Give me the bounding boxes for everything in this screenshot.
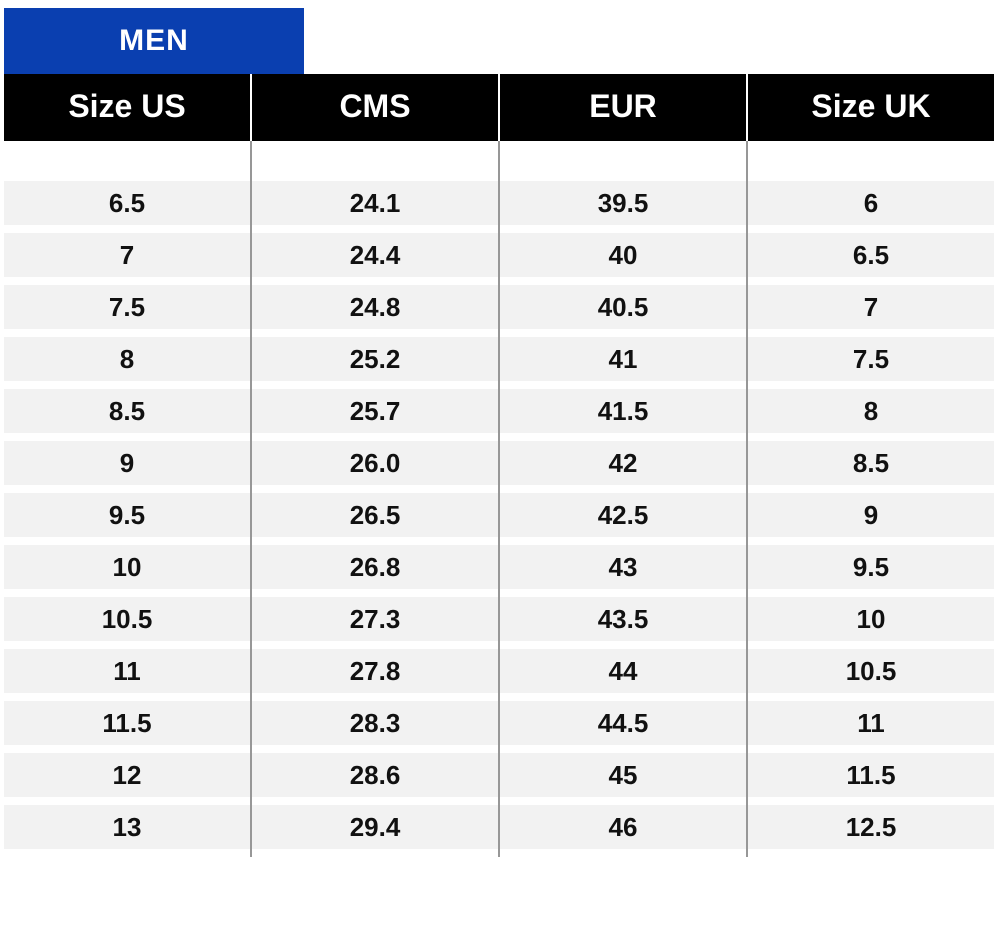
table-cell: 44.5 — [498, 701, 746, 753]
table-row: 11.528.344.511 — [4, 701, 994, 753]
table-cell: 43.5 — [498, 597, 746, 649]
table-cell: 12.5 — [746, 805, 994, 857]
table-cell: 7.5 — [4, 285, 250, 337]
table-cell: 7 — [746, 285, 994, 337]
table-cell: 7 — [4, 233, 250, 285]
table-cell: 24.1 — [250, 181, 498, 233]
table-cell: 11 — [4, 649, 250, 701]
table-cell: 39.5 — [498, 181, 746, 233]
table-cell: 41.5 — [498, 389, 746, 441]
table-cell: 44 — [498, 649, 746, 701]
table-row: 1228.64511.5 — [4, 753, 994, 805]
table-spacer — [4, 141, 994, 181]
table-row: 9.526.542.59 — [4, 493, 994, 545]
table-cell: 40.5 — [498, 285, 746, 337]
table-cell: 6.5 — [746, 233, 994, 285]
table-cell: 28.3 — [250, 701, 498, 753]
table-cell: 26.5 — [250, 493, 498, 545]
table-cell: 10.5 — [746, 649, 994, 701]
table-cell: 6 — [746, 181, 994, 233]
spacer-cell — [4, 141, 250, 181]
table-cell: 12 — [4, 753, 250, 805]
table-row: 6.524.139.56 — [4, 181, 994, 233]
table-cell: 45 — [498, 753, 746, 805]
table-cell: 42 — [498, 441, 746, 493]
table-row: 7.524.840.57 — [4, 285, 994, 337]
table-cell: 11.5 — [4, 701, 250, 753]
table-row: 926.0428.5 — [4, 441, 994, 493]
table-cell: 9.5 — [746, 545, 994, 597]
size-chart: MENSize USCMSEURSize UK6.524.139.56724.4… — [4, 8, 994, 857]
column-header: EUR — [498, 74, 746, 141]
column-header: Size UK — [746, 74, 994, 141]
table-row: 8.525.741.58 — [4, 389, 994, 441]
table-cell: 25.2 — [250, 337, 498, 389]
table-cell: 24.8 — [250, 285, 498, 337]
table-cell: 26.8 — [250, 545, 498, 597]
spacer-cell — [250, 141, 498, 181]
column-header: Size US — [4, 74, 250, 141]
table-row: 1329.44612.5 — [4, 805, 994, 857]
spacer-cell — [498, 141, 746, 181]
table-cell: 6.5 — [4, 181, 250, 233]
table-cell: 28.6 — [250, 753, 498, 805]
table-cell: 9 — [746, 493, 994, 545]
table-row: 1026.8439.5 — [4, 545, 994, 597]
table-cell: 8.5 — [4, 389, 250, 441]
table-cell: 13 — [4, 805, 250, 857]
table-cell: 29.4 — [250, 805, 498, 857]
table-body: 6.524.139.56724.4406.57.524.840.57825.24… — [4, 141, 994, 857]
table-row: 724.4406.5 — [4, 233, 994, 285]
table-cell: 10.5 — [4, 597, 250, 649]
table-cell: 8 — [746, 389, 994, 441]
table-cell: 9 — [4, 441, 250, 493]
table-cell: 8.5 — [746, 441, 994, 493]
table-cell: 11 — [746, 701, 994, 753]
table-cell: 24.4 — [250, 233, 498, 285]
table-cell: 10 — [4, 545, 250, 597]
table-row: 825.2417.5 — [4, 337, 994, 389]
table-row: 10.527.343.510 — [4, 597, 994, 649]
table-cell: 26.0 — [250, 441, 498, 493]
table-cell: 42.5 — [498, 493, 746, 545]
category-tab[interactable]: MEN — [4, 8, 304, 74]
spacer-cell — [746, 141, 994, 181]
table-cell: 46 — [498, 805, 746, 857]
table-cell: 43 — [498, 545, 746, 597]
table-header: Size USCMSEURSize UK — [4, 74, 994, 141]
table-cell: 8 — [4, 337, 250, 389]
table-cell: 7.5 — [746, 337, 994, 389]
table-cell: 9.5 — [4, 493, 250, 545]
column-header: CMS — [250, 74, 498, 141]
table-row: 1127.84410.5 — [4, 649, 994, 701]
table-cell: 27.8 — [250, 649, 498, 701]
table-cell: 27.3 — [250, 597, 498, 649]
table-cell: 41 — [498, 337, 746, 389]
table-cell: 11.5 — [746, 753, 994, 805]
table-cell: 25.7 — [250, 389, 498, 441]
table-cell: 10 — [746, 597, 994, 649]
table-cell: 40 — [498, 233, 746, 285]
